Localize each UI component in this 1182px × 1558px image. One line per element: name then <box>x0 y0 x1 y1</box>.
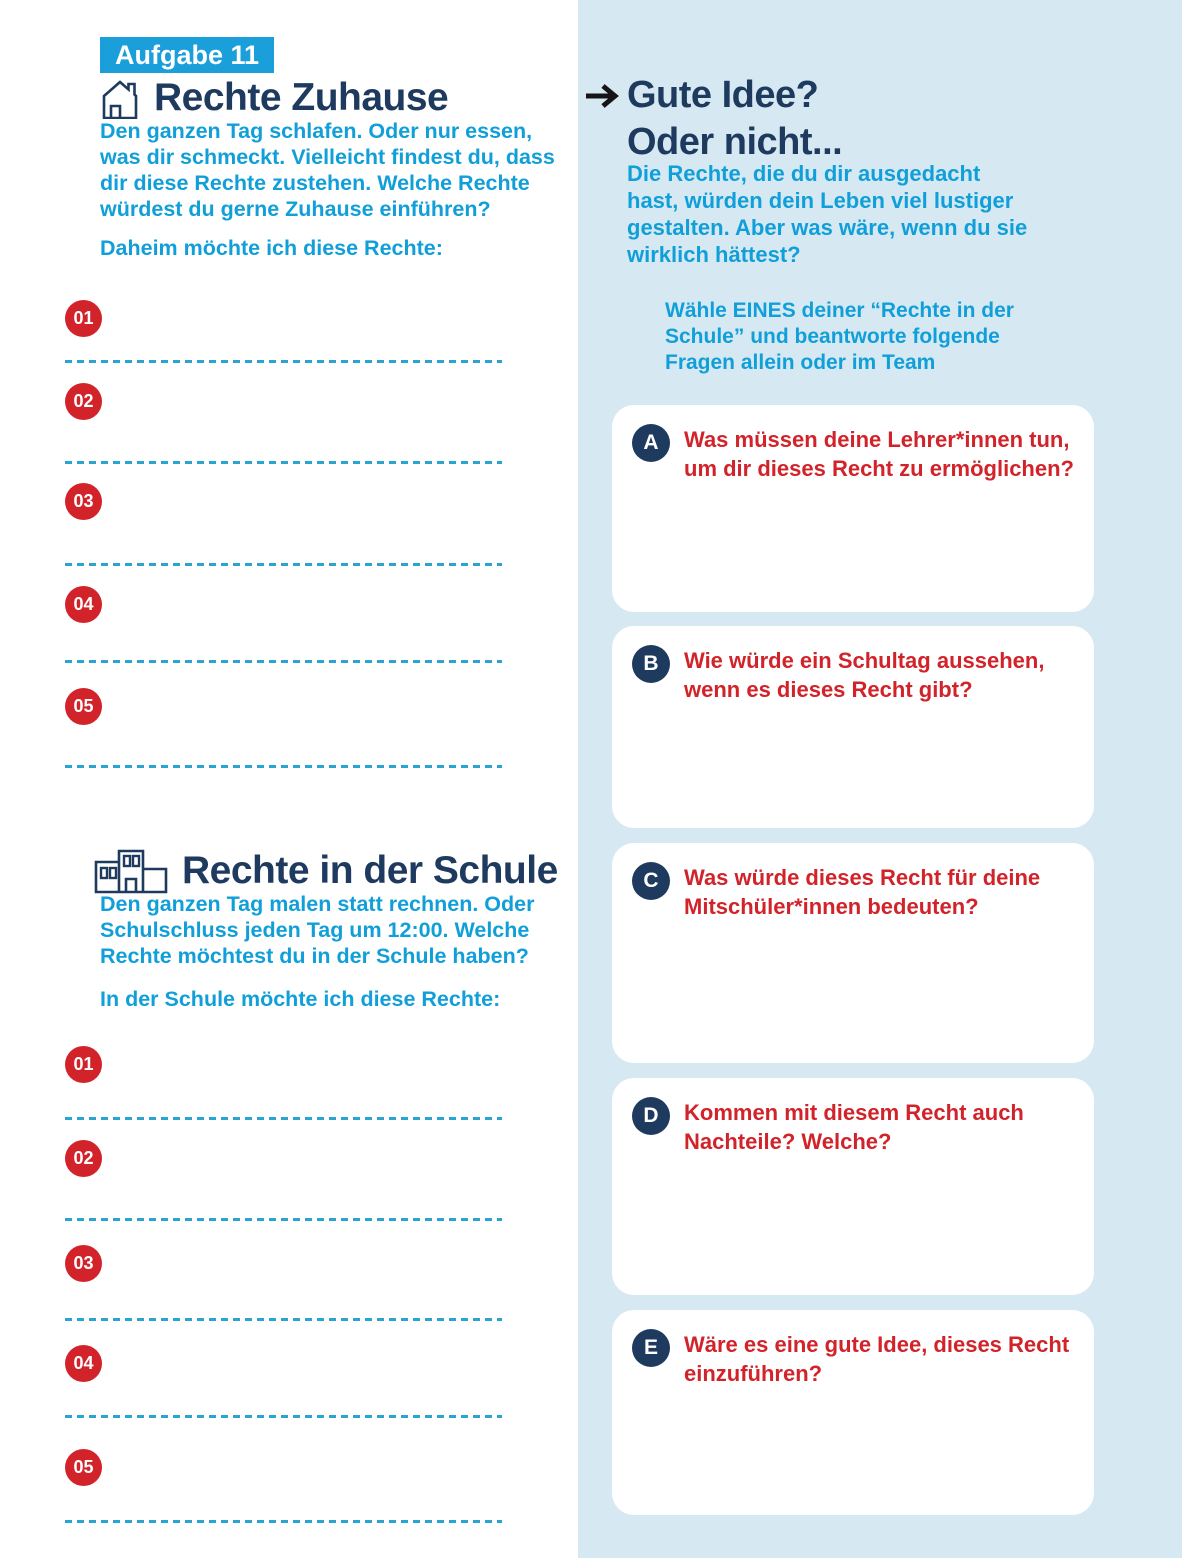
item-number: 04 <box>73 594 94 614</box>
card-question-text: Kommen mit diesem Recht auch Nachteile? … <box>684 1100 1024 1154</box>
school-building-icon <box>93 848 169 894</box>
write-in-line <box>65 1318 502 1321</box>
panel-title: Gute Idee? Oder nicht... <box>627 74 843 163</box>
section-school-title: Rechte in der Schule <box>182 849 558 892</box>
list-item: 04 <box>65 1345 502 1418</box>
card-letter-badge: D <box>632 1097 670 1135</box>
item-number-badge: 05 <box>65 1449 102 1486</box>
panel-instruction: Wähle EINES deiner “Rechte in der Schule… <box>665 299 1014 374</box>
list-item: 02 <box>65 383 502 464</box>
good-idea-panel: Gute Idee? Oder nicht... Die Rechte, die… <box>578 0 1182 1558</box>
card-question-text: Wie würde ein Schultag aussehen, wenn es… <box>684 648 1045 702</box>
write-in-line <box>65 1520 502 1523</box>
list-item: 05 <box>65 688 502 768</box>
card-letter: E <box>643 1336 658 1359</box>
school-rights-list: 01 02 03 04 <box>65 0 502 1558</box>
section-home-prompt: Daheim möchte ich diese Rechte: <box>100 236 443 260</box>
right-arrow-icon <box>584 82 622 110</box>
item-number-badge: 01 <box>65 300 102 337</box>
question-cards: A Was müssen deine Lehrer*innen tun, um … <box>578 0 1182 1558</box>
list-item: 03 <box>65 483 502 566</box>
item-number: 02 <box>73 391 94 411</box>
item-number-badge: 02 <box>65 383 102 420</box>
item-number-badge: 04 <box>65 1345 102 1382</box>
list-item: 03 <box>65 1245 502 1321</box>
write-in-line <box>65 660 502 663</box>
item-number: 02 <box>73 1148 94 1168</box>
card-letter: B <box>643 652 659 675</box>
item-number: 01 <box>73 308 94 328</box>
card-question-text: Was würde dieses Recht für deine Mitschü… <box>684 865 1041 919</box>
item-number-badge: 03 <box>65 483 102 520</box>
list-item: 05 <box>65 1449 502 1523</box>
question-card: A Was müssen deine Lehrer*innen tun, um … <box>612 405 1094 612</box>
card-letter-badge: A <box>632 424 670 462</box>
card-letter: A <box>643 431 659 454</box>
item-number: 05 <box>73 1457 94 1477</box>
section-home-title: Rechte Zuhause <box>154 76 449 119</box>
card-letter-badge: E <box>632 1329 670 1367</box>
card-letter-badge: C <box>632 862 670 900</box>
list-item: 01 <box>65 1046 502 1120</box>
write-in-line <box>65 1218 502 1221</box>
card-letter: C <box>643 869 659 892</box>
item-number: 03 <box>73 1253 94 1273</box>
list-item: 02 <box>65 1140 502 1221</box>
list-item: 01 <box>65 300 502 363</box>
section-home-header: Rechte Zuhause <box>97 76 449 120</box>
question-card: B Wie würde ein Schultag aussehen, wenn … <box>612 626 1094 828</box>
section-home-intro: Den ganzen Tag schlafen. Oder nur essen,… <box>100 119 555 221</box>
write-in-line <box>65 1415 502 1418</box>
item-number-badge: 01 <box>65 1046 102 1083</box>
card-letter: D <box>643 1104 659 1127</box>
question-card: C Was würde dieses Recht für deine Mitsc… <box>612 843 1094 1063</box>
write-in-line <box>65 461 502 464</box>
write-in-line <box>65 360 502 363</box>
list-item: 04 <box>65 586 502 663</box>
panel-intro: Die Rechte, die du dir ausgedacht hast, … <box>627 161 1028 267</box>
item-number: 04 <box>73 1353 94 1373</box>
section-school-header: Rechte in der Schule <box>93 848 558 894</box>
item-number-badge: 05 <box>65 688 102 725</box>
item-number: 05 <box>73 696 94 716</box>
section-school-prompt: In der Schule möchte ich diese Rechte: <box>100 987 501 1011</box>
item-number: 01 <box>73 1054 94 1074</box>
item-number: 03 <box>73 491 94 511</box>
item-number-badge: 04 <box>65 586 102 623</box>
home-rights-list: 01 02 03 04 <box>65 0 502 1558</box>
section-school-intro: Den ganzen Tag malen statt rechnen. Oder… <box>100 892 535 968</box>
card-question-text: Was müssen deine Lehrer*innen tun, um di… <box>684 427 1074 481</box>
item-number-badge: 02 <box>65 1140 102 1177</box>
item-number-badge: 03 <box>65 1245 102 1282</box>
card-letter-badge: B <box>632 645 670 683</box>
question-card: E Wäre es eine gute Idee, dieses Recht e… <box>612 1310 1094 1515</box>
task-number-badge: Aufgabe 11 <box>100 37 275 73</box>
house-icon <box>97 77 143 119</box>
write-in-line <box>65 1117 502 1120</box>
write-in-line <box>65 563 502 566</box>
write-in-line <box>65 765 502 768</box>
question-card: D Kommen mit diesem Recht auch Nachteile… <box>612 1078 1094 1295</box>
card-question-text: Wäre es eine gute Idee, dieses Recht ein… <box>684 1332 1070 1386</box>
